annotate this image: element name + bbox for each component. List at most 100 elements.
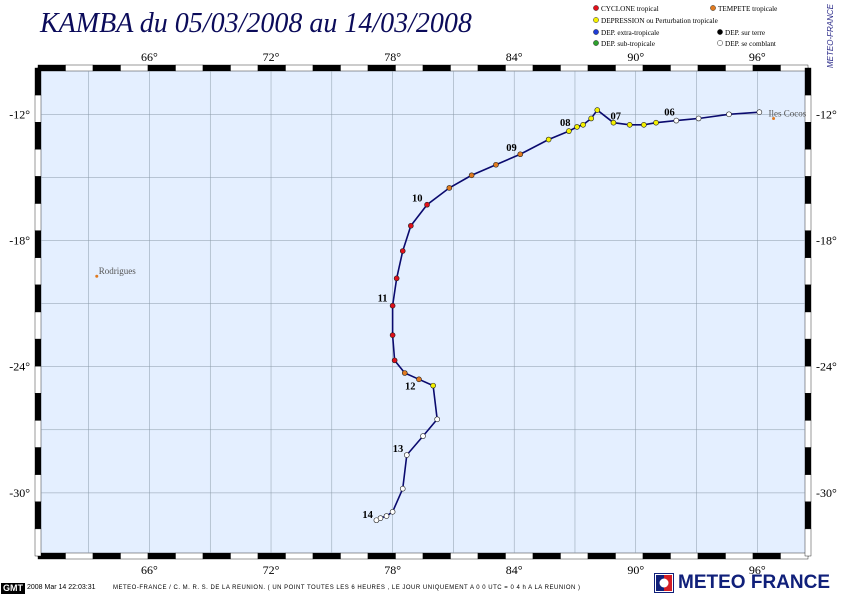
frame-segment — [587, 64, 616, 72]
track-point — [756, 109, 763, 115]
frame-segment — [34, 67, 42, 96]
track-point — [545, 136, 552, 143]
credit-line: METEO-FRANCE / C. M. R. S. DE LA REUNION… — [113, 585, 581, 591]
frame-segment — [505, 64, 534, 72]
frame-segment — [560, 552, 589, 560]
frame-segment — [697, 64, 726, 72]
legend-marker — [593, 40, 599, 46]
frame-segment — [34, 393, 42, 421]
cyclone-track: 06 07 08 09 10 11 12 13 14 — [362, 107, 763, 524]
track-point — [588, 115, 594, 122]
map-title: KAMBA du 05/03/2008 au 14/03/2008 — [40, 8, 472, 39]
frame-segment — [670, 552, 699, 560]
frame-segment — [804, 474, 812, 502]
frame-segment — [670, 64, 699, 72]
track-point — [566, 128, 572, 134]
track-point — [673, 117, 680, 124]
frame-segment — [147, 64, 176, 72]
frame-segment — [34, 203, 42, 231]
frame-segment — [587, 552, 616, 560]
track-point — [399, 485, 406, 492]
frame-segment — [34, 474, 42, 502]
lat-tick-label-right: -30° — [816, 486, 837, 500]
frame-segment — [804, 67, 812, 96]
track-point — [434, 416, 440, 423]
map-frame — [34, 64, 812, 560]
frame-segment — [477, 64, 506, 72]
frame-segment — [532, 552, 561, 560]
frame-segment — [34, 311, 42, 340]
day-label: 11 — [378, 294, 388, 305]
frame-segment — [230, 552, 259, 560]
lat-tick-label-left: -24° — [9, 360, 30, 374]
lon-tick-label-bottom: 84° — [506, 563, 523, 577]
frame-segment — [804, 501, 812, 530]
day-label: 09 — [506, 143, 517, 154]
frame-segment — [804, 122, 812, 150]
frame-segment — [752, 64, 781, 72]
gmt-logo: GMT — [1, 583, 25, 594]
track-point — [401, 370, 408, 376]
frame-segment — [34, 149, 42, 177]
frame-segment — [257, 64, 286, 72]
track-point — [373, 517, 380, 524]
lon-tick-label-top: 84° — [506, 50, 523, 64]
place-markers: Rodrigues Iles Cocos — [95, 108, 807, 278]
track-point — [391, 357, 398, 364]
lat-tick-label-right: -18° — [816, 233, 837, 247]
legend-marker — [717, 29, 723, 35]
frame-segment — [34, 366, 42, 394]
legend-label: TEMPETE tropicale — [718, 5, 777, 13]
frame-segment — [615, 552, 644, 560]
track-point — [383, 513, 390, 519]
day-label: 12 — [405, 381, 416, 392]
lon-tick-label-bottom: 96° — [749, 563, 766, 577]
frame-segment — [340, 64, 369, 72]
legend-label: DEP. sub-tropicale — [601, 40, 655, 48]
track-point — [408, 222, 414, 229]
day-label: 06 — [664, 108, 675, 119]
track-point — [420, 433, 426, 439]
lon-tick-label-top: 66° — [141, 50, 158, 64]
day-label: 14 — [362, 510, 373, 521]
frame-segment — [804, 420, 812, 448]
track-point — [695, 115, 702, 122]
lon-tick-label-top: 96° — [749, 50, 766, 64]
frame-segment — [312, 552, 341, 560]
frame-segment — [92, 552, 121, 560]
map-background — [37, 67, 809, 557]
frame-segment — [65, 64, 94, 72]
frame-segment — [450, 552, 479, 560]
frame-segment — [34, 501, 42, 530]
frame-segment — [804, 338, 812, 367]
frame-segment — [804, 149, 812, 177]
frame-segment — [725, 552, 754, 560]
frame-segment — [560, 64, 589, 72]
frame-segment — [615, 64, 644, 72]
track-point — [416, 376, 422, 383]
track-point — [517, 151, 524, 158]
frame-segment — [202, 64, 231, 72]
frame-segment — [34, 94, 42, 123]
frame-segment — [147, 552, 176, 560]
place-dot — [95, 274, 99, 278]
frame-segment — [34, 420, 42, 448]
timestamp: 2008 Mar 14 22:03:31 — [27, 584, 96, 591]
lat-tick-label-left: -30° — [9, 486, 30, 500]
frame-segment — [804, 447, 812, 475]
frame-segment — [804, 528, 812, 557]
frame-segment — [422, 552, 451, 560]
lon-tick-label-top: 78° — [384, 50, 401, 64]
track-point — [393, 275, 400, 282]
frame-segment — [780, 64, 809, 72]
frame-segment — [450, 64, 479, 72]
track-point — [574, 124, 580, 130]
track-point — [403, 452, 410, 458]
track-point — [389, 332, 396, 338]
legend-marker — [717, 40, 723, 46]
meteo-france-logo: METEO FRANCE — [654, 571, 842, 595]
frame-segment — [37, 552, 66, 560]
track-point — [594, 107, 601, 113]
day-label: 08 — [560, 118, 571, 129]
